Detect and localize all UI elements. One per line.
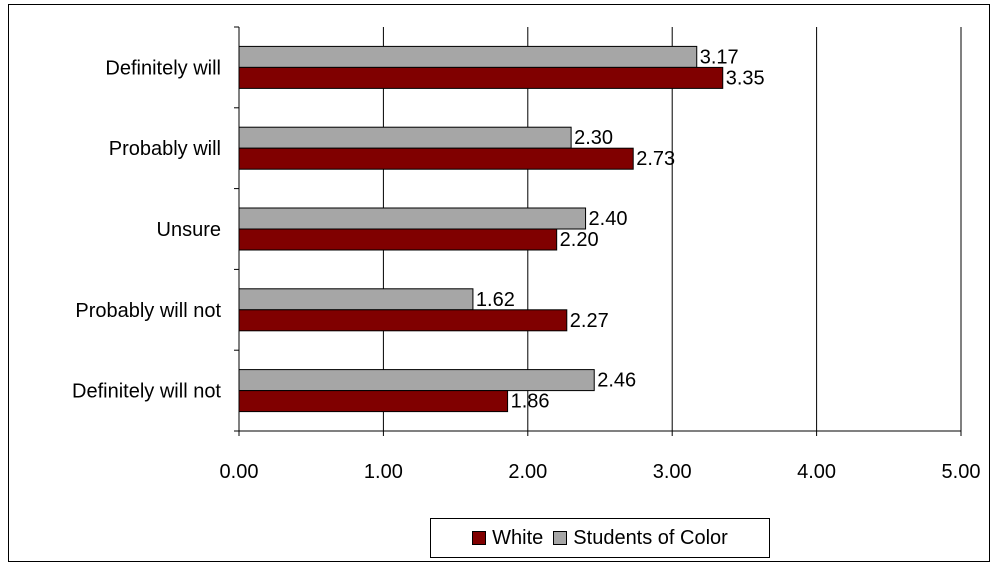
legend-item-white: White	[472, 527, 543, 550]
bar	[238, 126, 572, 149]
x-tick-label: 4.00	[797, 461, 836, 483]
data-label: 3.17	[700, 46, 739, 68]
bar	[238, 288, 474, 311]
x-tick-label: 3.00	[653, 461, 692, 483]
data-label: 2.73	[636, 148, 675, 170]
category-label: Unsure	[157, 219, 221, 241]
bar	[238, 207, 587, 230]
bar	[238, 390, 509, 413]
legend-label-white: White	[492, 526, 544, 549]
bar	[238, 369, 595, 392]
legend: White Students of Color	[430, 518, 770, 558]
x-tick-label: 1.00	[364, 461, 403, 483]
data-label: 2.40	[589, 208, 628, 230]
legend-swatch-white	[472, 531, 487, 545]
bar	[238, 66, 724, 89]
bar	[238, 45, 698, 68]
x-tick-label: 5.00	[942, 461, 981, 483]
legend-swatch-students-of-color	[553, 531, 568, 545]
data-label: 2.46	[597, 370, 636, 392]
x-tick-label: 2.00	[508, 461, 547, 483]
x-tick-label: 0.00	[220, 461, 259, 483]
chart-frame	[8, 4, 990, 562]
data-label: 3.35	[726, 67, 765, 89]
bar	[238, 147, 634, 170]
data-label: 2.20	[560, 229, 599, 251]
data-label: 2.30	[574, 127, 613, 149]
bar	[238, 309, 568, 332]
legend-item-students-of-color: Students of Color	[553, 527, 728, 550]
bar	[238, 228, 558, 251]
category-label: Probably will	[109, 138, 221, 160]
category-label: Probably will not	[75, 300, 221, 322]
data-label: 1.86	[511, 391, 550, 413]
data-label: 2.27	[570, 310, 609, 332]
legend-label-students-of-color: Students of Color	[573, 526, 728, 549]
category-label: Definitely will not	[72, 381, 221, 403]
data-label: 1.62	[476, 289, 515, 311]
category-label: Definitely will	[105, 57, 221, 79]
